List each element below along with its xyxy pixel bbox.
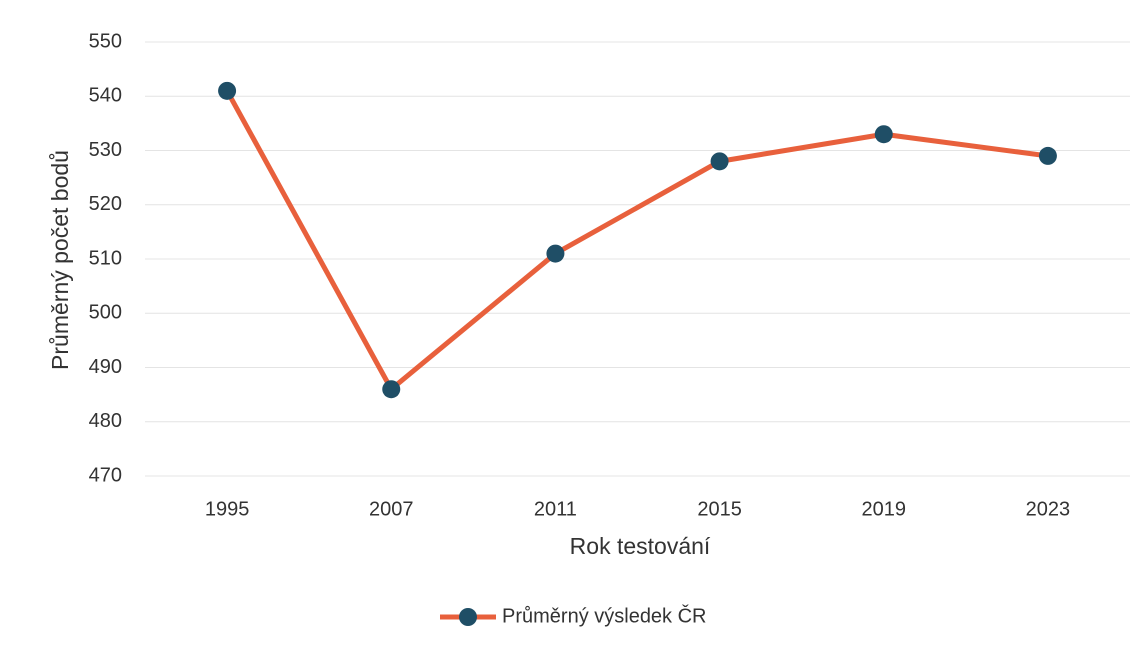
x-tick-label: 2015 — [697, 498, 742, 520]
y-axis-label: Průměrný počet bodů — [47, 150, 73, 370]
x-tick-label: 1995 — [205, 498, 250, 520]
data-point — [710, 152, 729, 171]
x-axis-label: Rok testování — [570, 533, 711, 559]
data-point — [1038, 146, 1057, 165]
y-tick-label: 550 — [89, 30, 122, 52]
series-line — [224, 89, 1049, 392]
y-tick-label: 480 — [89, 410, 122, 432]
data-point — [546, 244, 565, 263]
x-tick-label: 2023 — [1026, 498, 1071, 520]
data-point — [874, 125, 893, 144]
y-tick-label: 520 — [89, 193, 122, 215]
data-point — [382, 380, 401, 399]
y-tick-label: 500 — [89, 302, 122, 324]
y-tick-label: 530 — [89, 139, 122, 161]
x-tick-label: 2007 — [369, 498, 414, 520]
data-point — [218, 81, 237, 100]
y-tick-label: 470 — [89, 464, 122, 486]
y-tick-label: 540 — [89, 85, 122, 107]
x-tick-label: 2019 — [862, 498, 907, 520]
y-tick-label: 490 — [89, 356, 122, 378]
y-tick-label: 510 — [89, 247, 122, 269]
x-tick-label: 2011 — [534, 498, 577, 520]
legend-marker — [459, 608, 477, 626]
legend-label: Průměrný výsledek ČR — [502, 604, 707, 627]
